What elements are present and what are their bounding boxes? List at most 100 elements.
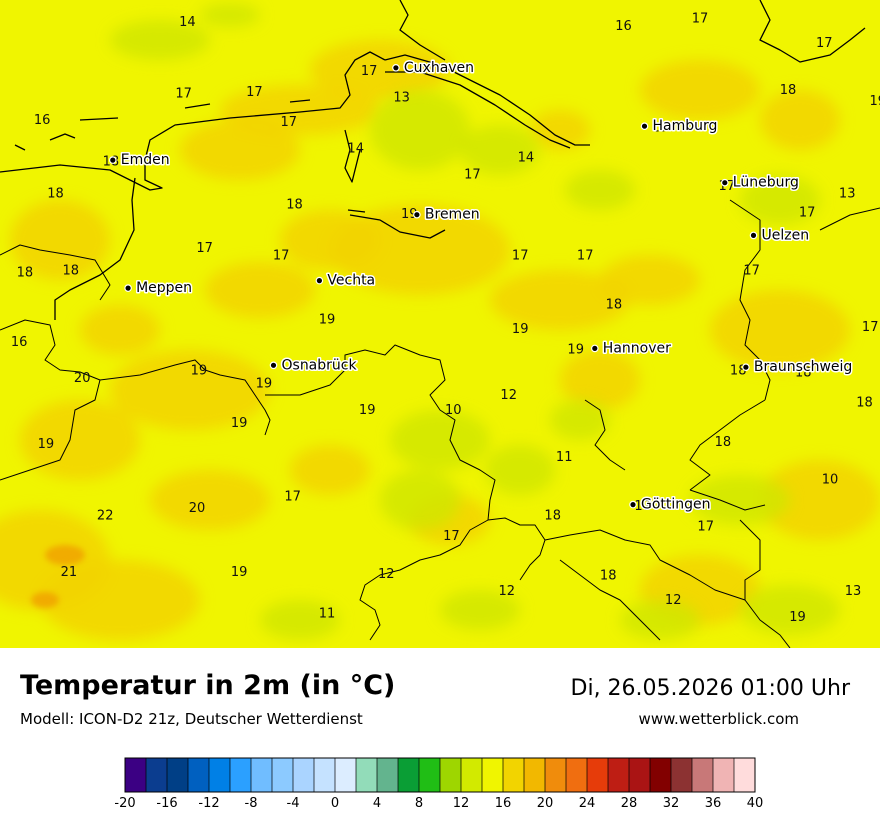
legend-tick-label: -16: [156, 796, 177, 811]
city-marker: Cuxhaven: [392, 58, 476, 77]
temperature-value: 17: [577, 249, 594, 264]
temperature-value: 11: [319, 606, 336, 621]
legend-swatch: [713, 758, 735, 792]
city-label: Vechta: [327, 273, 375, 289]
legend-tick-label: -4: [287, 796, 300, 811]
temperature-value: 14: [518, 151, 535, 166]
cool-areas: [110, 3, 840, 640]
temperature-value: 19: [870, 94, 880, 109]
coastline: [0, 0, 866, 320]
temperature-value: 10: [445, 403, 462, 418]
legend-swatch: [251, 758, 273, 792]
legend-swatch: [314, 758, 336, 792]
legend-tick-label: 32: [663, 796, 680, 811]
temperature-value: 22: [97, 508, 114, 523]
temperature-value: 13: [839, 186, 856, 201]
legend-tick-label: -12: [198, 796, 219, 811]
city-marker: Hamburg: [640, 117, 719, 136]
legend-swatch: [545, 758, 567, 792]
footer: Temperatur in 2m (in °C) Modell: ICON-D2…: [0, 648, 880, 830]
temperature-value: 19: [512, 322, 529, 337]
temperature-value: 17: [862, 320, 879, 335]
temperature-field: [0, 3, 880, 640]
temperature-value: 20: [189, 501, 206, 516]
temperature-value: 18: [795, 365, 812, 380]
temperature-value: 17: [464, 168, 481, 183]
legend-swatch: [671, 758, 693, 792]
legend-swatch: [146, 758, 168, 792]
city-marker: Göttingen: [629, 495, 712, 514]
city-dot-icon: [742, 363, 750, 372]
temperature-value: 18: [600, 569, 617, 584]
temperature-value: 19: [231, 416, 248, 431]
temperature-value: 19: [652, 121, 669, 136]
city-dot-icon: [590, 344, 599, 353]
legend-tick-label: -20: [114, 796, 135, 811]
city-dot-icon: [629, 500, 637, 509]
model-info: Modell: ICON-D2 21z, Deutscher Wetterdie…: [20, 710, 363, 728]
temperature-value: 16: [34, 113, 51, 128]
city-marker: Osnabrück: [269, 356, 359, 375]
legend-tick-label: 24: [579, 796, 596, 811]
city-marker: Hannover: [590, 339, 673, 358]
forecast-datetime: Di, 26.05.2026 01:00 Uhr: [570, 676, 850, 701]
city-dot-icon: [269, 361, 278, 370]
temperature-value: 17: [246, 85, 263, 100]
temperature-value: 19: [359, 403, 376, 418]
temperature-value: 17: [175, 87, 192, 102]
temperature-value: 19: [256, 377, 273, 392]
temperature-value: 16: [615, 19, 632, 34]
temperature-value: 17: [512, 249, 529, 264]
legend-swatch: [524, 758, 546, 792]
temperature-value: 19: [567, 343, 584, 358]
temperature-value: 20: [74, 371, 91, 386]
temperature-value: 18: [780, 83, 797, 98]
city-dot-icon: [640, 122, 649, 131]
legend-swatch: [503, 758, 525, 792]
legend-tick-label: 4: [373, 796, 381, 811]
city-label: Göttingen: [641, 497, 711, 513]
legend-swatch: [419, 758, 441, 792]
temperature-value: 19: [789, 610, 806, 625]
temperature-value: 19: [231, 565, 248, 580]
warm-areas: [0, 40, 880, 640]
city-marker: Lüneburg: [720, 173, 800, 192]
map-canvas: 14 16 17 17 18 17 13 18 19 17 17 16 17 19 14 14 18 17 17 18…: [0, 0, 880, 648]
temperature-value: 18: [715, 435, 732, 450]
temperature-value: 13: [393, 90, 410, 105]
map-title: Temperatur in 2m (in °C): [20, 670, 396, 701]
temperature-value: 17: [284, 490, 301, 505]
legend-swatch: [209, 758, 231, 792]
city-markers: Cuxhaven Hamburg Emden Lüneburg Bremen Uelzen…: [109, 58, 854, 514]
temperature-value: 17: [361, 64, 378, 79]
temperature-value: 12: [499, 584, 516, 599]
legend-tick-label: 40: [747, 796, 764, 811]
temperature-value: 13: [845, 584, 862, 599]
legend-tick-label: 20: [537, 796, 554, 811]
temperature-value: 18: [63, 264, 80, 279]
legend-swatch: [188, 758, 210, 792]
legend-tick-label: 12: [453, 796, 470, 811]
temperature-value: 19: [319, 313, 336, 328]
legend-swatch: [650, 758, 672, 792]
city-marker: Meppen: [124, 279, 194, 298]
temperature-value: 18: [286, 198, 303, 213]
temperature-value: 17: [634, 499, 651, 514]
temperature-value: 12: [665, 593, 682, 608]
temperature-value: 10: [822, 473, 839, 488]
legend-swatch: [692, 758, 714, 792]
city-label: Cuxhaven: [404, 60, 474, 76]
website-link[interactable]: www.wetterblick.com: [638, 710, 799, 728]
city-label: Braunschweig: [754, 359, 852, 375]
legend-tick-label: -8: [245, 796, 258, 811]
legend-swatch: [482, 758, 504, 792]
city-marker: Emden: [109, 151, 171, 170]
legend-swatch: [125, 758, 147, 792]
temperature-value: 12: [378, 567, 395, 582]
temperature-value: 17: [799, 205, 816, 220]
legend-swatch: [335, 758, 357, 792]
temperature-value: 18: [856, 396, 873, 411]
hot-areas: [31, 545, 85, 608]
temperature-value: 18: [47, 186, 64, 201]
color-legend: -20 -16 -12 -8 -4 0 4 8 12 16 20 24 28 32 36 40: [114, 757, 764, 811]
